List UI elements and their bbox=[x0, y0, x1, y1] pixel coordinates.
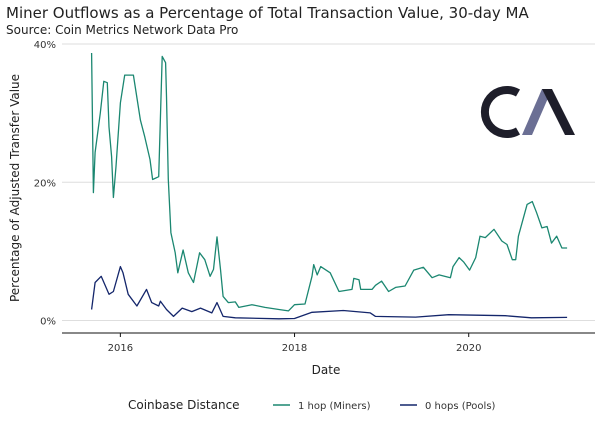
series-line-miners bbox=[90, 52, 568, 312]
y-tick-label: 20% bbox=[34, 178, 56, 189]
legend-title: Coinbase Distance bbox=[128, 398, 240, 412]
series-line-pools bbox=[90, 265, 568, 320]
legend: Coinbase Distance 1 hop (Miners) 0 hops (… bbox=[128, 398, 496, 412]
legend-label: 0 hops (Pools) bbox=[425, 401, 496, 412]
x-ticks: 2016 2018 2020 bbox=[108, 333, 481, 354]
y-ticks: 0% 20% 40% bbox=[34, 40, 56, 328]
x-tick-label: 2018 bbox=[282, 343, 307, 354]
x-axis-label: Date bbox=[312, 363, 341, 377]
x-tick-label: 2016 bbox=[108, 343, 133, 354]
y-axis-label: Percentage of Adjusted Transfer Value bbox=[8, 74, 22, 302]
chart-subtitle: Source: Coin Metrics Network Data Pro bbox=[6, 23, 238, 37]
cm-logo bbox=[480, 86, 575, 138]
chart-title: Miner Outflows as a Percentage of Total … bbox=[6, 4, 529, 22]
y-tick-label: 40% bbox=[34, 40, 56, 51]
gridlines bbox=[62, 43, 595, 322]
y-tick-label: 0% bbox=[40, 317, 56, 328]
series-lines bbox=[90, 52, 568, 320]
x-tick-label: 2020 bbox=[456, 343, 481, 354]
legend-label: 1 hop (Miners) bbox=[298, 401, 371, 412]
